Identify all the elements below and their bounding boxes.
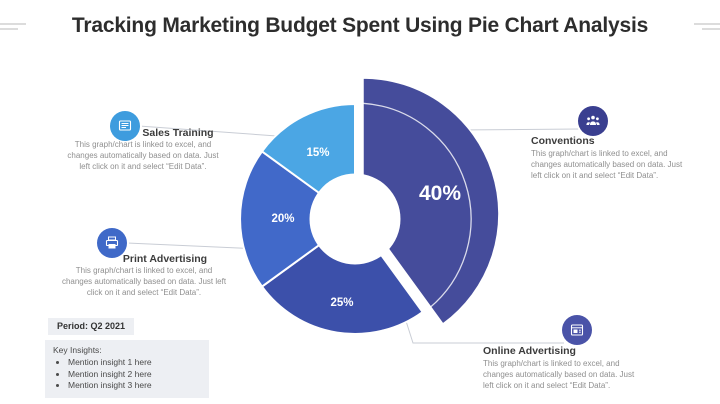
pie-slice-print-advertising[interactable] <box>239 150 357 288</box>
callout-note-conventions: This graph/chart is linked to excel, and… <box>531 149 683 180</box>
callout-title-online-advertising: Online Advertising <box>483 345 576 357</box>
online-advertising-badge <box>562 315 592 345</box>
callout-line-print-advertising <box>126 242 262 250</box>
training-certificate-icon <box>118 120 132 131</box>
slice-value-sales-training: 15% <box>306 147 329 159</box>
callout-title-print-advertising: Print Advertising <box>122 253 208 265</box>
title-decoration-line <box>0 28 18 30</box>
slice-value-conventions: 40% <box>419 182 461 205</box>
people-group-icon <box>586 115 600 125</box>
browser-ad-icon <box>570 324 584 336</box>
title-decoration-line <box>0 23 26 25</box>
title-decoration-line <box>702 28 720 30</box>
callout-line-conventions <box>454 128 581 131</box>
callout-note-online-advertising: This graph/chart is linked to excel, and… <box>483 359 635 390</box>
key-insights-heading: Key Insights: <box>53 345 102 355</box>
key-insights-box: Key Insights: Mention insight 1 here Men… <box>45 340 209 398</box>
callout-note-print-advertising: This graph/chart is linked to excel, and… <box>61 266 227 297</box>
callout-line-online-advertising <box>398 298 564 344</box>
callout-title-conventions: Conventions <box>531 135 595 147</box>
sales-training-badge <box>110 111 140 141</box>
key-insights-list: Mention insight 1 here Mention insight 2… <box>53 357 203 390</box>
period-badge: Period: Q2 2021 <box>48 318 135 335</box>
key-insight-item: Mention insight 1 here <box>68 357 203 367</box>
pie-slice-conventions[interactable] <box>362 77 500 326</box>
print-advertising-badge <box>97 228 127 258</box>
inner-arc-outline <box>363 102 472 309</box>
pie-slice-online-advertising[interactable] <box>260 217 424 335</box>
key-insight-item: Mention insight 3 here <box>68 380 203 390</box>
donut-hole <box>309 173 401 265</box>
printer-icon <box>105 236 119 249</box>
conventions-badge <box>578 106 608 136</box>
title-decoration-line <box>694 23 720 25</box>
callout-note-sales-training: This graph/chart is linked to excel, and… <box>67 140 219 171</box>
slice-value-online-advertising: 25% <box>330 297 353 309</box>
page-title: Tracking Marketing Budget Spent Using Pi… <box>71 14 649 37</box>
callout-line-sales-training <box>138 125 278 137</box>
key-insight-item: Mention insight 2 here <box>68 369 203 379</box>
slice-value-print-advertising: 20% <box>271 213 294 225</box>
callout-title-sales-training: Sales Training <box>142 127 214 139</box>
